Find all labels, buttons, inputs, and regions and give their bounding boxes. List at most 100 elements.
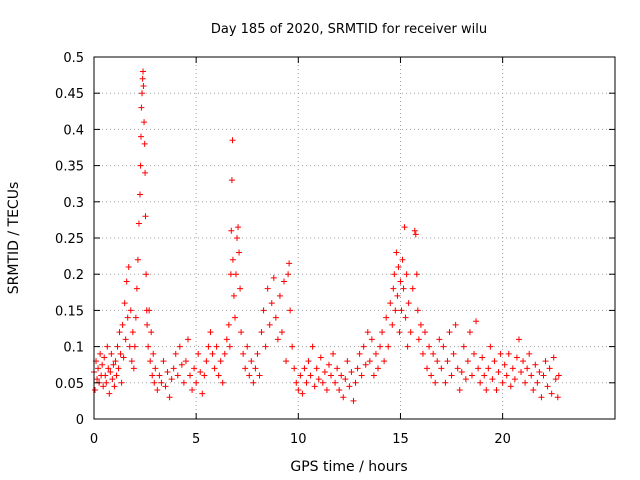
data-point <box>323 387 330 394</box>
data-point <box>135 220 142 227</box>
data-point <box>362 361 369 368</box>
data-point <box>430 350 437 357</box>
data-point <box>419 350 426 357</box>
data-point <box>458 368 465 375</box>
data-point <box>139 75 146 82</box>
data-point <box>180 379 187 386</box>
data-point <box>479 354 486 361</box>
axis-ticks: 0 0.05 0.1 0.15 0.2 0.25 0.3 0.35 0.4 0.45 0.5 0 5 10… <box>55 51 615 447</box>
data-point <box>258 329 265 336</box>
data-point <box>134 256 141 263</box>
data-point <box>321 368 328 375</box>
data-point <box>536 368 543 375</box>
data-point <box>377 343 384 350</box>
data-point <box>126 343 133 350</box>
data-point <box>203 358 210 365</box>
data-point <box>507 383 514 390</box>
y-tick-label: 0.25 <box>55 232 84 247</box>
data-point <box>209 350 216 357</box>
data-point <box>231 314 238 321</box>
data-point <box>120 354 127 361</box>
data-point <box>286 260 293 267</box>
data-point <box>346 383 353 390</box>
data-point <box>100 383 107 390</box>
data-point <box>142 213 149 220</box>
x-axis-label: GPS time / hours <box>290 459 407 475</box>
data-point <box>207 329 214 336</box>
data-point <box>424 365 431 372</box>
data-point <box>403 271 410 278</box>
data-point <box>438 365 445 372</box>
data-point <box>215 372 222 379</box>
data-point <box>156 372 163 379</box>
data-point <box>170 365 177 372</box>
data-point <box>358 372 365 379</box>
data-point <box>238 329 245 336</box>
data-point <box>137 133 144 140</box>
data-point <box>555 372 562 379</box>
data-point <box>113 372 120 379</box>
data-point <box>191 365 198 372</box>
data-point <box>315 376 322 383</box>
data-point <box>174 372 181 379</box>
data-point <box>262 343 269 350</box>
data-point <box>462 376 469 383</box>
data-point <box>491 358 498 365</box>
data-point <box>383 314 390 321</box>
data-point <box>142 169 149 176</box>
data-point <box>426 343 433 350</box>
data-point <box>503 372 510 379</box>
data-point <box>421 329 428 336</box>
data-point <box>229 137 236 144</box>
data-point <box>112 358 119 365</box>
data-point <box>146 307 153 314</box>
data-point <box>94 376 101 383</box>
data-point <box>495 368 502 375</box>
data-point <box>213 343 220 350</box>
data-point <box>391 271 398 278</box>
data-point <box>305 358 312 365</box>
data-point <box>172 350 179 357</box>
data-point <box>398 307 405 314</box>
data-point <box>166 394 173 401</box>
data-point <box>127 307 134 314</box>
data-point <box>110 361 117 368</box>
data-point <box>385 343 392 350</box>
data-point <box>454 365 461 372</box>
data-point <box>152 365 159 372</box>
data-point <box>330 350 337 357</box>
data-point <box>141 140 148 147</box>
data-point <box>475 365 482 372</box>
data-point <box>432 379 439 386</box>
data-point <box>266 321 273 328</box>
data-point <box>396 329 403 336</box>
data-point <box>278 329 285 336</box>
data-point <box>256 372 263 379</box>
data-point <box>336 387 343 394</box>
data-point <box>254 350 261 357</box>
data-point <box>542 358 549 365</box>
x-tick-label: 15 <box>392 432 409 447</box>
data-point <box>281 278 288 285</box>
data-point <box>534 379 541 386</box>
data-point <box>477 379 484 386</box>
data-point <box>412 231 419 238</box>
data-point <box>138 104 145 111</box>
data-point <box>193 379 200 386</box>
data-point <box>99 361 106 368</box>
data-point <box>139 90 146 97</box>
data-point <box>130 365 137 372</box>
data-point <box>374 365 381 372</box>
data-point <box>399 256 406 263</box>
data-point <box>405 300 412 307</box>
data-point <box>417 321 424 328</box>
data-point <box>540 372 547 379</box>
data-point <box>131 343 138 350</box>
data-point <box>389 321 396 328</box>
data-point <box>530 387 537 394</box>
y-tick-label: 0 <box>76 413 84 428</box>
data-point <box>497 350 504 357</box>
data-point <box>434 358 441 365</box>
x-tick-label: 5 <box>192 432 200 447</box>
data-point <box>436 336 443 343</box>
